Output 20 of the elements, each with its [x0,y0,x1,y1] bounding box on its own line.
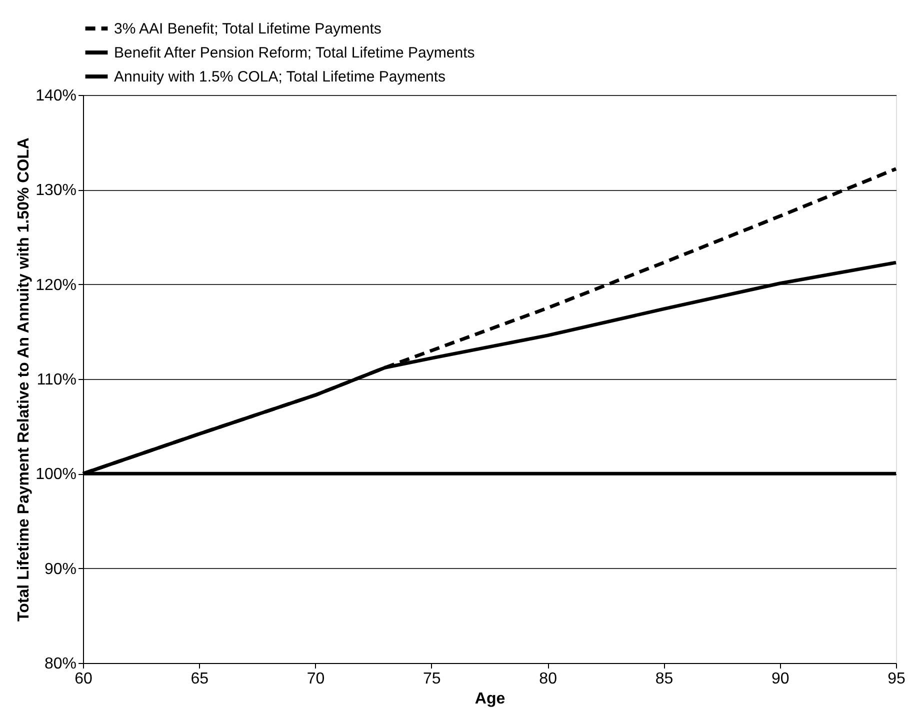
x-tick-label: 85 [655,670,674,688]
x-tick-label: 65 [190,670,209,688]
x-tick-label: 80 [539,670,558,688]
y-tick-label: 110% [36,372,76,388]
y-tick-label: 90% [44,560,76,578]
x-tick-label: 75 [423,670,441,688]
y-tick-label: 100% [36,466,76,484]
legend-label: 3% AAI Benefit; Total Lifetime Payments [114,20,382,38]
x-tick-label: 90 [771,670,790,688]
x-axis-title: Age [474,690,506,708]
y-tick-label: 140% [36,88,76,104]
y-tick-label: 120% [36,276,76,294]
x-tick-label: 70 [306,670,325,688]
legend-label: Benefit After Pension Reform; Total Lifetime Payments [114,44,475,62]
legend-label: Annuity with 1.5% COLA; Total Lifetime Payments [114,68,446,86]
x-tick-label: 95 [888,670,906,688]
y-tick-label: 130% [36,182,76,200]
y-tick-label: 80% [44,656,76,672]
x-tick-label: 60 [74,670,92,688]
y-axis-title: Total Lifetime Payment Relative to An Annuity with 1.50% COLA [16,137,33,622]
